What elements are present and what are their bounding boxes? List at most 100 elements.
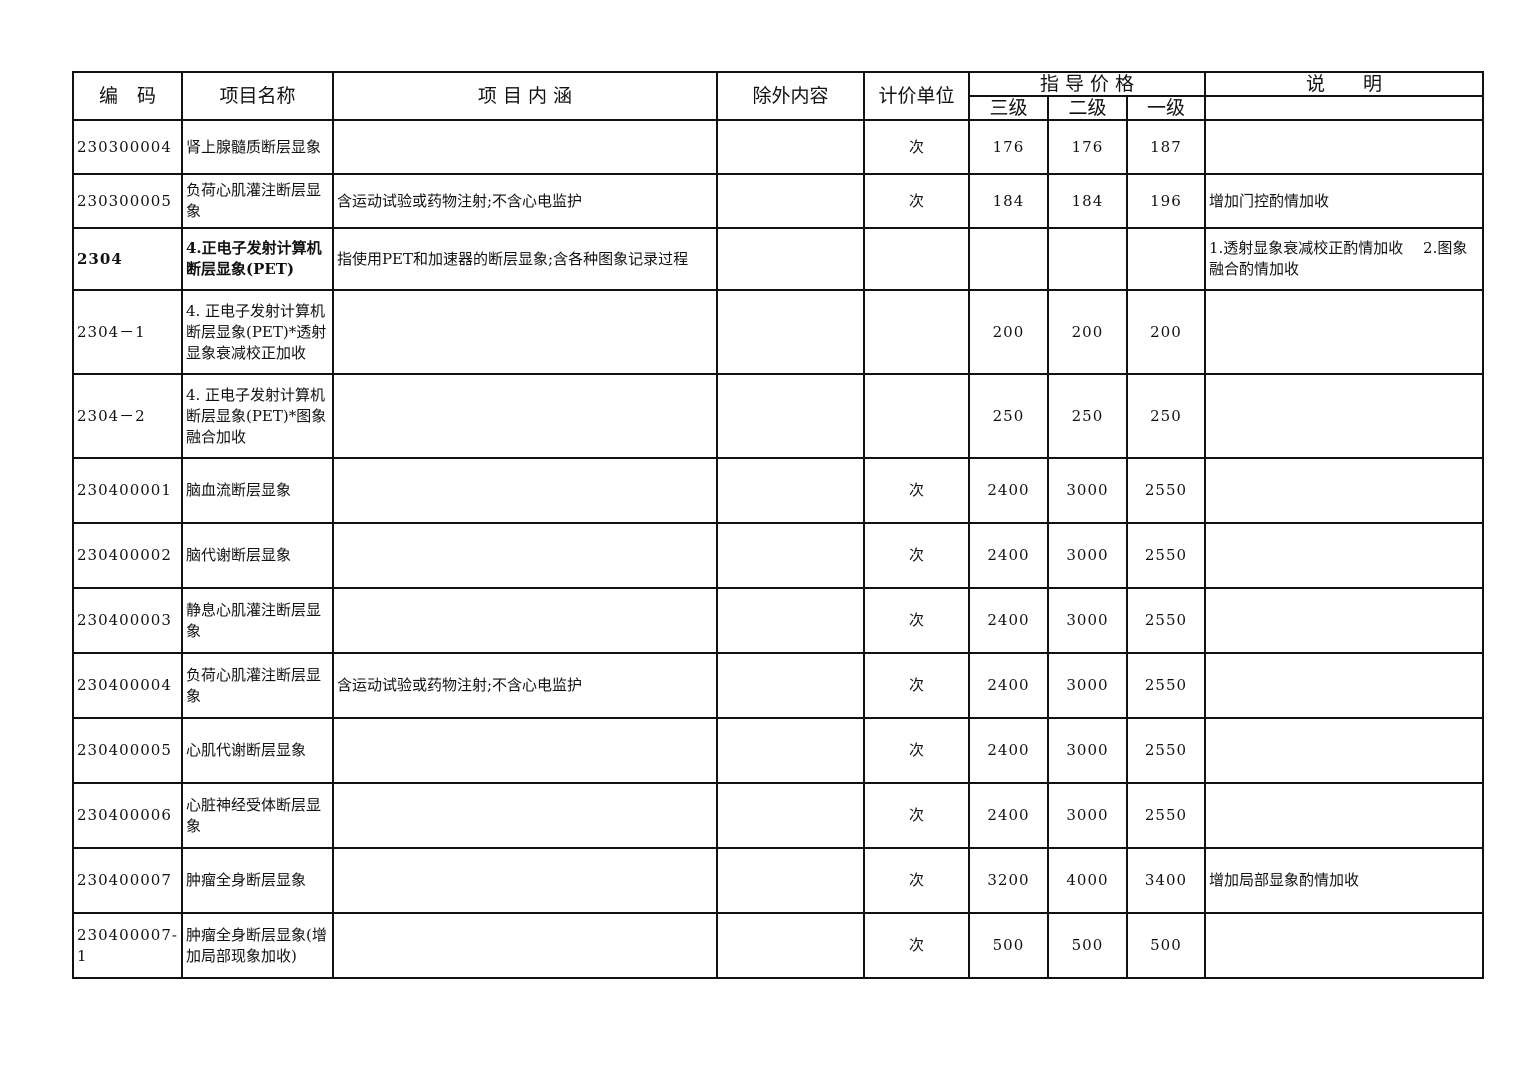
cell-price-level2: 3000 [1046,522,1128,589]
table-row: 2304－2 4. 正电子发射计算机断层显象(PET)*图象融合加收 250 250 2… [72,373,1484,459]
cell-price-level2: 3000 [1046,652,1128,719]
header-level2: 二级 [1046,95,1128,121]
table-row: 230400004 负荷心肌灌注断层显象 含运动试验或药物注射;不含心电监护 次 240… [72,652,1484,719]
cell-code: 230400002 [72,522,183,589]
cell-price-level1 [1125,227,1206,291]
header-level1: 一级 [1125,95,1206,121]
table-row: 230400005 心肌代谢断层显象 次 2400 3000 2550 [72,717,1484,784]
cell-note [1203,782,1484,849]
cell-content [331,373,718,459]
cell-unit: 次 [862,457,970,524]
header-price: 指 导 价 格 [967,71,1206,97]
cell-price-level3: 500 [967,912,1049,979]
table-row: 230300005 负荷心肌灌注断层显象 含运动试验或药物注射;不含心电监护次 184… [72,173,1484,229]
cell-unit: 次 [862,652,970,719]
cell-price-level1: 250 [1125,373,1206,459]
cell-content [331,119,718,175]
cell-price-level1: 196 [1125,173,1206,229]
cell-name: 肾上腺髓质断层显象 [180,119,334,175]
cell-price-level2: 3000 [1046,457,1128,524]
cell-price-level3: 2400 [967,522,1049,589]
cell-excluded [715,782,865,849]
cell-unit: 次 [862,119,970,175]
cell-price-level3: 2400 [967,587,1049,654]
cell-note [1203,522,1484,589]
cell-excluded [715,289,865,375]
cell-name: 4. 正电子发射计算机断层显象(PET)*图象融合加收 [180,373,334,459]
cell-price-level2: 500 [1046,912,1128,979]
cell-note: 增加局部显象酌情加收 [1203,847,1484,914]
cell-note [1203,119,1484,175]
cell-code: 230400005 [72,717,183,784]
cell-price-level3: 2400 [967,717,1049,784]
cell-excluded [715,652,865,719]
cell-code: 230400007-1 [72,912,183,979]
cell-price-level1: 3400 [1125,847,1206,914]
cell-note [1203,457,1484,524]
cell-note: 增加门控酌情加收 [1203,173,1484,229]
cell-price-level3: 2400 [967,457,1049,524]
cell-code: 230400004 [72,652,183,719]
cell-code: 2304－1 [72,289,183,375]
table-row: 230400001 脑血流断层显象 次 2400 3000 2550 [72,457,1484,524]
cell-name: 脑血流断层显象 [180,457,334,524]
table-row: 2304 4.正电子发射计算机断层显象(PET) 指使用PET和加速器的断层显象;含… [72,227,1484,291]
cell-code: 230400007 [72,847,183,914]
cell-price-level2: 3000 [1046,782,1128,849]
cell-price-level2: 3000 [1046,587,1128,654]
header-level3: 三级 [967,95,1049,121]
cell-name: 负荷心肌灌注断层显象 [180,652,334,719]
cell-content: 含运动试验或药物注射;不含心电监护 [331,652,718,719]
cell-name: 负荷心肌灌注断层显象 [180,173,334,229]
cell-name: 肿瘤全身断层显象(增加局部现象加收) [180,912,334,979]
cell-unit [862,227,970,291]
cell-price-level1: 2550 [1125,522,1206,589]
cell-content [331,847,718,914]
cell-code: 2304－2 [72,373,183,459]
cell-name: 肿瘤全身断层显象 [180,847,334,914]
cell-content [331,912,718,979]
header-unit: 计价单位 [862,71,970,121]
cell-name: 4.正电子发射计算机断层显象(PET) [180,227,334,291]
cell-price-level1: 2550 [1125,587,1206,654]
cell-content [331,782,718,849]
cell-excluded [715,522,865,589]
header-note-blank [1203,95,1484,121]
cell-note [1203,289,1484,375]
cell-price-level2: 184 [1046,173,1128,229]
table-row: 230400007-1 肿瘤全身断层显象(增加局部现象加收) 次 500 500 500 [72,912,1484,979]
cell-name: 4. 正电子发射计算机断层显象(PET)*透射显象衰减校正加收 [180,289,334,375]
cell-excluded [715,912,865,979]
cell-excluded [715,173,865,229]
header-excluded: 除外内容 [715,71,865,121]
cell-price-level2: 176 [1046,119,1128,175]
cell-excluded [715,587,865,654]
cell-price-level1: 200 [1125,289,1206,375]
cell-unit: 次 [862,587,970,654]
cell-price-level3: 176 [967,119,1049,175]
cell-content [331,289,718,375]
cell-note [1203,717,1484,784]
cell-unit: 次 [862,782,970,849]
cell-excluded [715,373,865,459]
table-row: 230400002 脑代谢断层显象 次 2400 3000 2550 [72,522,1484,589]
cell-code: 2304 [72,227,183,291]
cell-name: 静息心肌灌注断层显象 [180,587,334,654]
cell-price-level1: 2550 [1125,717,1206,784]
table-row: 230400003 静息心肌灌注断层显象 次 2400 3000 2550 [72,587,1484,654]
cell-name: 心肌代谢断层显象 [180,717,334,784]
cell-code: 230300005 [72,173,183,229]
cell-price-level3: 184 [967,173,1049,229]
price-table: 编 码 项目名称 项 目 内 涵 除外内容 计价单位 指 导 价 格 说 明 三… [72,71,1484,979]
cell-name: 心脏神经受体断层显象 [180,782,334,849]
cell-unit: 次 [862,912,970,979]
cell-content [331,522,718,589]
cell-price-level3 [967,227,1049,291]
table-row: 230300004 肾上腺髓质断层显象次 176 176 187 [72,119,1484,175]
cell-price-level3: 250 [967,373,1049,459]
cell-note [1203,373,1484,459]
cell-content [331,587,718,654]
cell-unit: 次 [862,173,970,229]
cell-unit: 次 [862,847,970,914]
cell-code: 230400001 [72,457,183,524]
